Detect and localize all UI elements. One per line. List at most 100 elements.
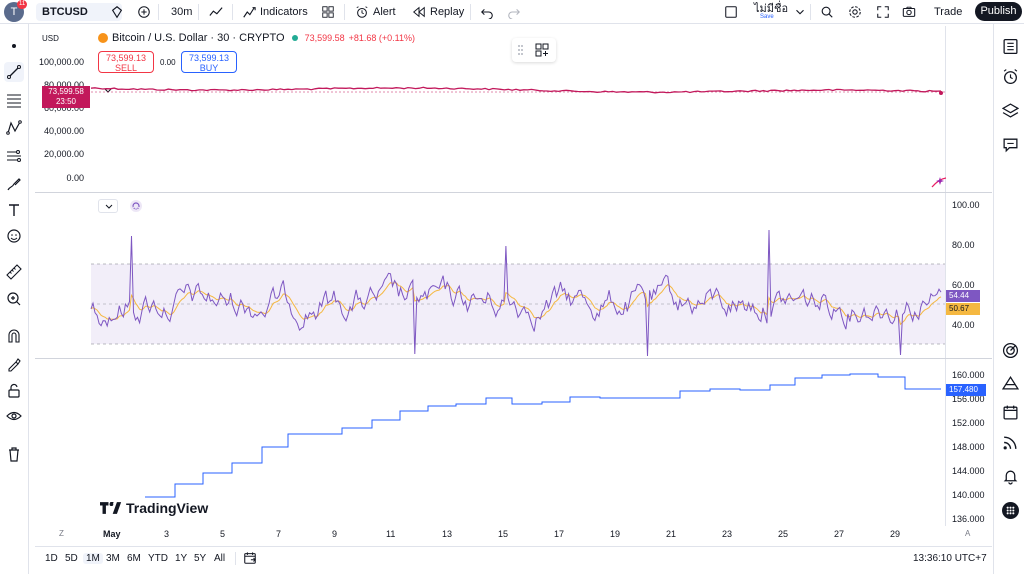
range-button-3m[interactable]: 3M bbox=[106, 553, 120, 564]
replay-button[interactable]: Replay bbox=[412, 4, 464, 20]
templates-icon[interactable] bbox=[321, 4, 335, 20]
magnet-icon[interactable] bbox=[4, 326, 24, 346]
go-to-date-icon[interactable] bbox=[243, 551, 257, 565]
top-toolbar: T 11 BTCUSD 30m Indicators Alert R bbox=[0, 0, 1024, 24]
watermark-text: TradingView bbox=[126, 500, 209, 516]
text-tool-icon[interactable] bbox=[4, 200, 24, 220]
replay-icon bbox=[412, 6, 425, 18]
lock-icon[interactable] bbox=[4, 381, 24, 401]
settings-gear-icon[interactable] bbox=[848, 4, 862, 20]
add-symbol-icon[interactable] bbox=[110, 4, 124, 20]
indicators-button[interactable]: Indicators bbox=[242, 4, 308, 20]
rsi-ma-line bbox=[90, 282, 942, 326]
eye-icon[interactable] bbox=[4, 406, 24, 426]
time-axis-label: 9 bbox=[332, 529, 338, 539]
cursor-dot-icon[interactable] bbox=[4, 36, 24, 56]
trash-icon[interactable] bbox=[4, 444, 24, 464]
publish-button[interactable]: Publish bbox=[975, 2, 1022, 21]
rsi-ma-value-tag: 50.67 bbox=[946, 303, 980, 315]
indicator-loading-icon bbox=[129, 199, 143, 213]
range-button-1m[interactable]: 1M bbox=[83, 553, 103, 564]
time-axis-label: 17 bbox=[554, 529, 565, 539]
time-axis-corner-left[interactable]: Z bbox=[59, 529, 64, 538]
stay-in-drawing-mode-icon[interactable] bbox=[4, 354, 24, 374]
toolbar-divider bbox=[158, 4, 159, 20]
value-axis-label: 148.000 bbox=[952, 442, 985, 452]
broadcast-icon[interactable] bbox=[1000, 432, 1020, 452]
time-axis-label: 21 bbox=[666, 529, 677, 539]
currency-label[interactable]: USD bbox=[42, 34, 59, 43]
range-button-5d[interactable]: 5D bbox=[65, 553, 78, 564]
pane-separator[interactable] bbox=[35, 192, 992, 193]
layout-name[interactable]: ไม่มีชื่อ bbox=[754, 3, 789, 15]
auto-scale-button[interactable]: A bbox=[965, 529, 971, 538]
rsi-axis-label: 40.00 bbox=[952, 320, 975, 330]
series-last-price: 73,599.58 bbox=[304, 33, 345, 43]
ruler-icon[interactable] bbox=[4, 262, 24, 282]
layout-toggle-button[interactable] bbox=[512, 38, 556, 62]
range-button-1d[interactable]: 1D bbox=[45, 553, 58, 564]
chevron-down-icon[interactable] bbox=[793, 4, 807, 20]
alert-button[interactable]: Alert bbox=[355, 4, 396, 20]
camera-snapshot-icon[interactable] bbox=[902, 4, 916, 20]
zoom-in-icon[interactable] bbox=[4, 289, 24, 309]
chart-type-icon[interactable] bbox=[209, 4, 223, 20]
interval-button[interactable]: 30m bbox=[171, 6, 193, 18]
step-line-series bbox=[145, 373, 941, 498]
range-button-6m[interactable]: 6M bbox=[127, 553, 141, 564]
toolbar-divider bbox=[198, 4, 199, 20]
notifications-bell-icon[interactable] bbox=[1000, 466, 1020, 486]
collapse-pane-button[interactable] bbox=[98, 199, 118, 213]
timezone-clock[interactable]: 13:36:10 UTC+7 bbox=[913, 553, 987, 564]
chat-icon[interactable] bbox=[1000, 134, 1020, 154]
pattern-tool-icon[interactable] bbox=[4, 118, 24, 138]
range-button-ytd[interactable]: YTD bbox=[148, 553, 168, 564]
rsi-value-tag: 54.44 bbox=[946, 290, 980, 302]
last-price-tag: 73,599.58 23:50 bbox=[42, 86, 90, 108]
time-axis-label: 19 bbox=[610, 529, 621, 539]
toolbar-divider bbox=[344, 4, 345, 20]
range-button-1y[interactable]: 1Y bbox=[175, 553, 188, 564]
brush-icon[interactable] bbox=[4, 174, 24, 194]
alarm-clock-icon[interactable] bbox=[1000, 66, 1020, 86]
ai-assistant-icon[interactable] bbox=[930, 175, 948, 189]
buy-button[interactable]: 73,599.13 BUY bbox=[181, 51, 237, 73]
toolbar-divider bbox=[810, 4, 811, 20]
time-axis-label: 23 bbox=[722, 529, 733, 539]
layers-icon[interactable] bbox=[1000, 100, 1020, 120]
redo-icon[interactable] bbox=[507, 4, 521, 20]
price-axis-label: 60,000.00 bbox=[43, 103, 84, 113]
trade-button[interactable]: Trade bbox=[934, 6, 963, 18]
layout-select-icon[interactable] bbox=[724, 4, 738, 20]
time-axis-label: 27 bbox=[834, 529, 845, 539]
rsi-axis-label: 100.00 bbox=[952, 200, 980, 210]
calendar-icon[interactable] bbox=[1000, 402, 1020, 422]
tradingview-watermark: TradingView bbox=[100, 500, 208, 516]
save-label[interactable]: Save bbox=[760, 14, 774, 20]
rsi-line bbox=[90, 229, 942, 357]
alarm-clock-icon bbox=[356, 6, 368, 18]
apps-grid-icon[interactable] bbox=[1000, 500, 1020, 520]
pane-separator[interactable] bbox=[35, 358, 992, 359]
compare-symbol-icon[interactable] bbox=[137, 4, 151, 20]
ideas-icon[interactable] bbox=[1000, 372, 1020, 392]
undo-icon[interactable] bbox=[480, 4, 494, 20]
range-button-all[interactable]: All bbox=[214, 553, 226, 564]
forecast-tool-icon[interactable] bbox=[4, 146, 24, 166]
watchlist-icon[interactable] bbox=[1000, 36, 1020, 56]
range-button-5y[interactable]: 5Y bbox=[194, 553, 207, 564]
series-title[interactable]: Bitcoin / U.S. Dollar · 30 · CRYPTO bbox=[112, 32, 285, 44]
main-series-legend: Bitcoin / U.S. Dollar · 30 · CRYPTO 73,5… bbox=[98, 32, 415, 44]
fullscreen-icon[interactable] bbox=[876, 4, 890, 20]
value-axis-label: 152.000 bbox=[952, 418, 985, 428]
sell-button[interactable]: 73,599.13 SELL bbox=[98, 51, 154, 73]
fib-retracement-icon[interactable] bbox=[4, 90, 24, 110]
target-icon[interactable] bbox=[1000, 340, 1020, 360]
time-axis-label: May bbox=[103, 529, 121, 539]
quick-search-icon[interactable] bbox=[820, 4, 834, 20]
toolbar-divider bbox=[235, 552, 236, 565]
emoji-icon[interactable] bbox=[4, 226, 24, 246]
trend-line-icon[interactable] bbox=[4, 62, 24, 82]
symbol-search-button[interactable]: BTCUSD bbox=[36, 3, 122, 21]
